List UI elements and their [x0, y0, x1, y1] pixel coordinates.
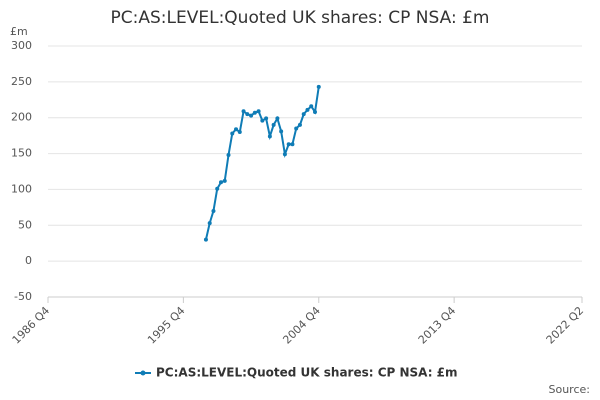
series-line	[204, 86, 320, 240]
x-tick-label: 2022 Q2	[544, 304, 587, 347]
data-point	[252, 110, 257, 115]
x-tick-label: 1995 Q4	[145, 304, 188, 347]
data-point	[286, 142, 291, 147]
data-point	[260, 118, 265, 123]
data-point	[215, 186, 220, 191]
y-axis-unit: £m	[10, 25, 28, 38]
legend-label: PC:AS:LEVEL:Quoted UK shares: CP NSA: £m	[156, 366, 458, 380]
data-point	[313, 109, 317, 114]
data-point	[301, 112, 306, 117]
data-point	[207, 221, 212, 226]
y-tick-label: 250	[11, 75, 32, 88]
x-tick-label: 2004 Q4	[280, 304, 323, 347]
data-point	[211, 208, 216, 213]
y-tick-label: 150	[11, 147, 32, 160]
data-point	[222, 178, 227, 183]
data-point	[264, 116, 269, 121]
data-point	[203, 237, 208, 242]
y-tick-label: 100	[11, 182, 32, 195]
data-point	[309, 104, 314, 109]
data-point	[249, 113, 254, 118]
data-point	[297, 122, 302, 127]
data-point	[305, 107, 310, 112]
data-point	[241, 109, 246, 114]
x-tick-label: 2013 Q4	[416, 304, 459, 347]
source: Source:	[549, 383, 591, 396]
y-tick-label: 200	[11, 111, 32, 124]
x-tick-label: 1986 Q4	[10, 304, 53, 347]
data-point	[290, 142, 295, 147]
data-point	[245, 112, 250, 117]
data-point	[275, 116, 280, 121]
data-point	[316, 84, 321, 89]
legend-marker	[140, 370, 146, 376]
y-tick-label: 300	[11, 39, 32, 52]
y-tick-label: 50	[18, 218, 32, 231]
data-point	[226, 153, 231, 158]
data-point	[279, 129, 284, 134]
data-point	[234, 127, 239, 132]
y-tick-label: -50	[14, 290, 32, 303]
y-tick-label: 0	[25, 254, 32, 267]
data-point	[294, 126, 299, 131]
data-point	[267, 134, 272, 139]
data-point	[230, 131, 235, 136]
data-point	[218, 180, 223, 185]
data-point	[282, 152, 287, 157]
data-point	[256, 109, 261, 114]
chart-title: PC:AS:LEVEL:Quoted UK shares: CP NSA: £m	[111, 8, 490, 28]
data-point	[271, 122, 276, 127]
data-point	[237, 130, 242, 135]
